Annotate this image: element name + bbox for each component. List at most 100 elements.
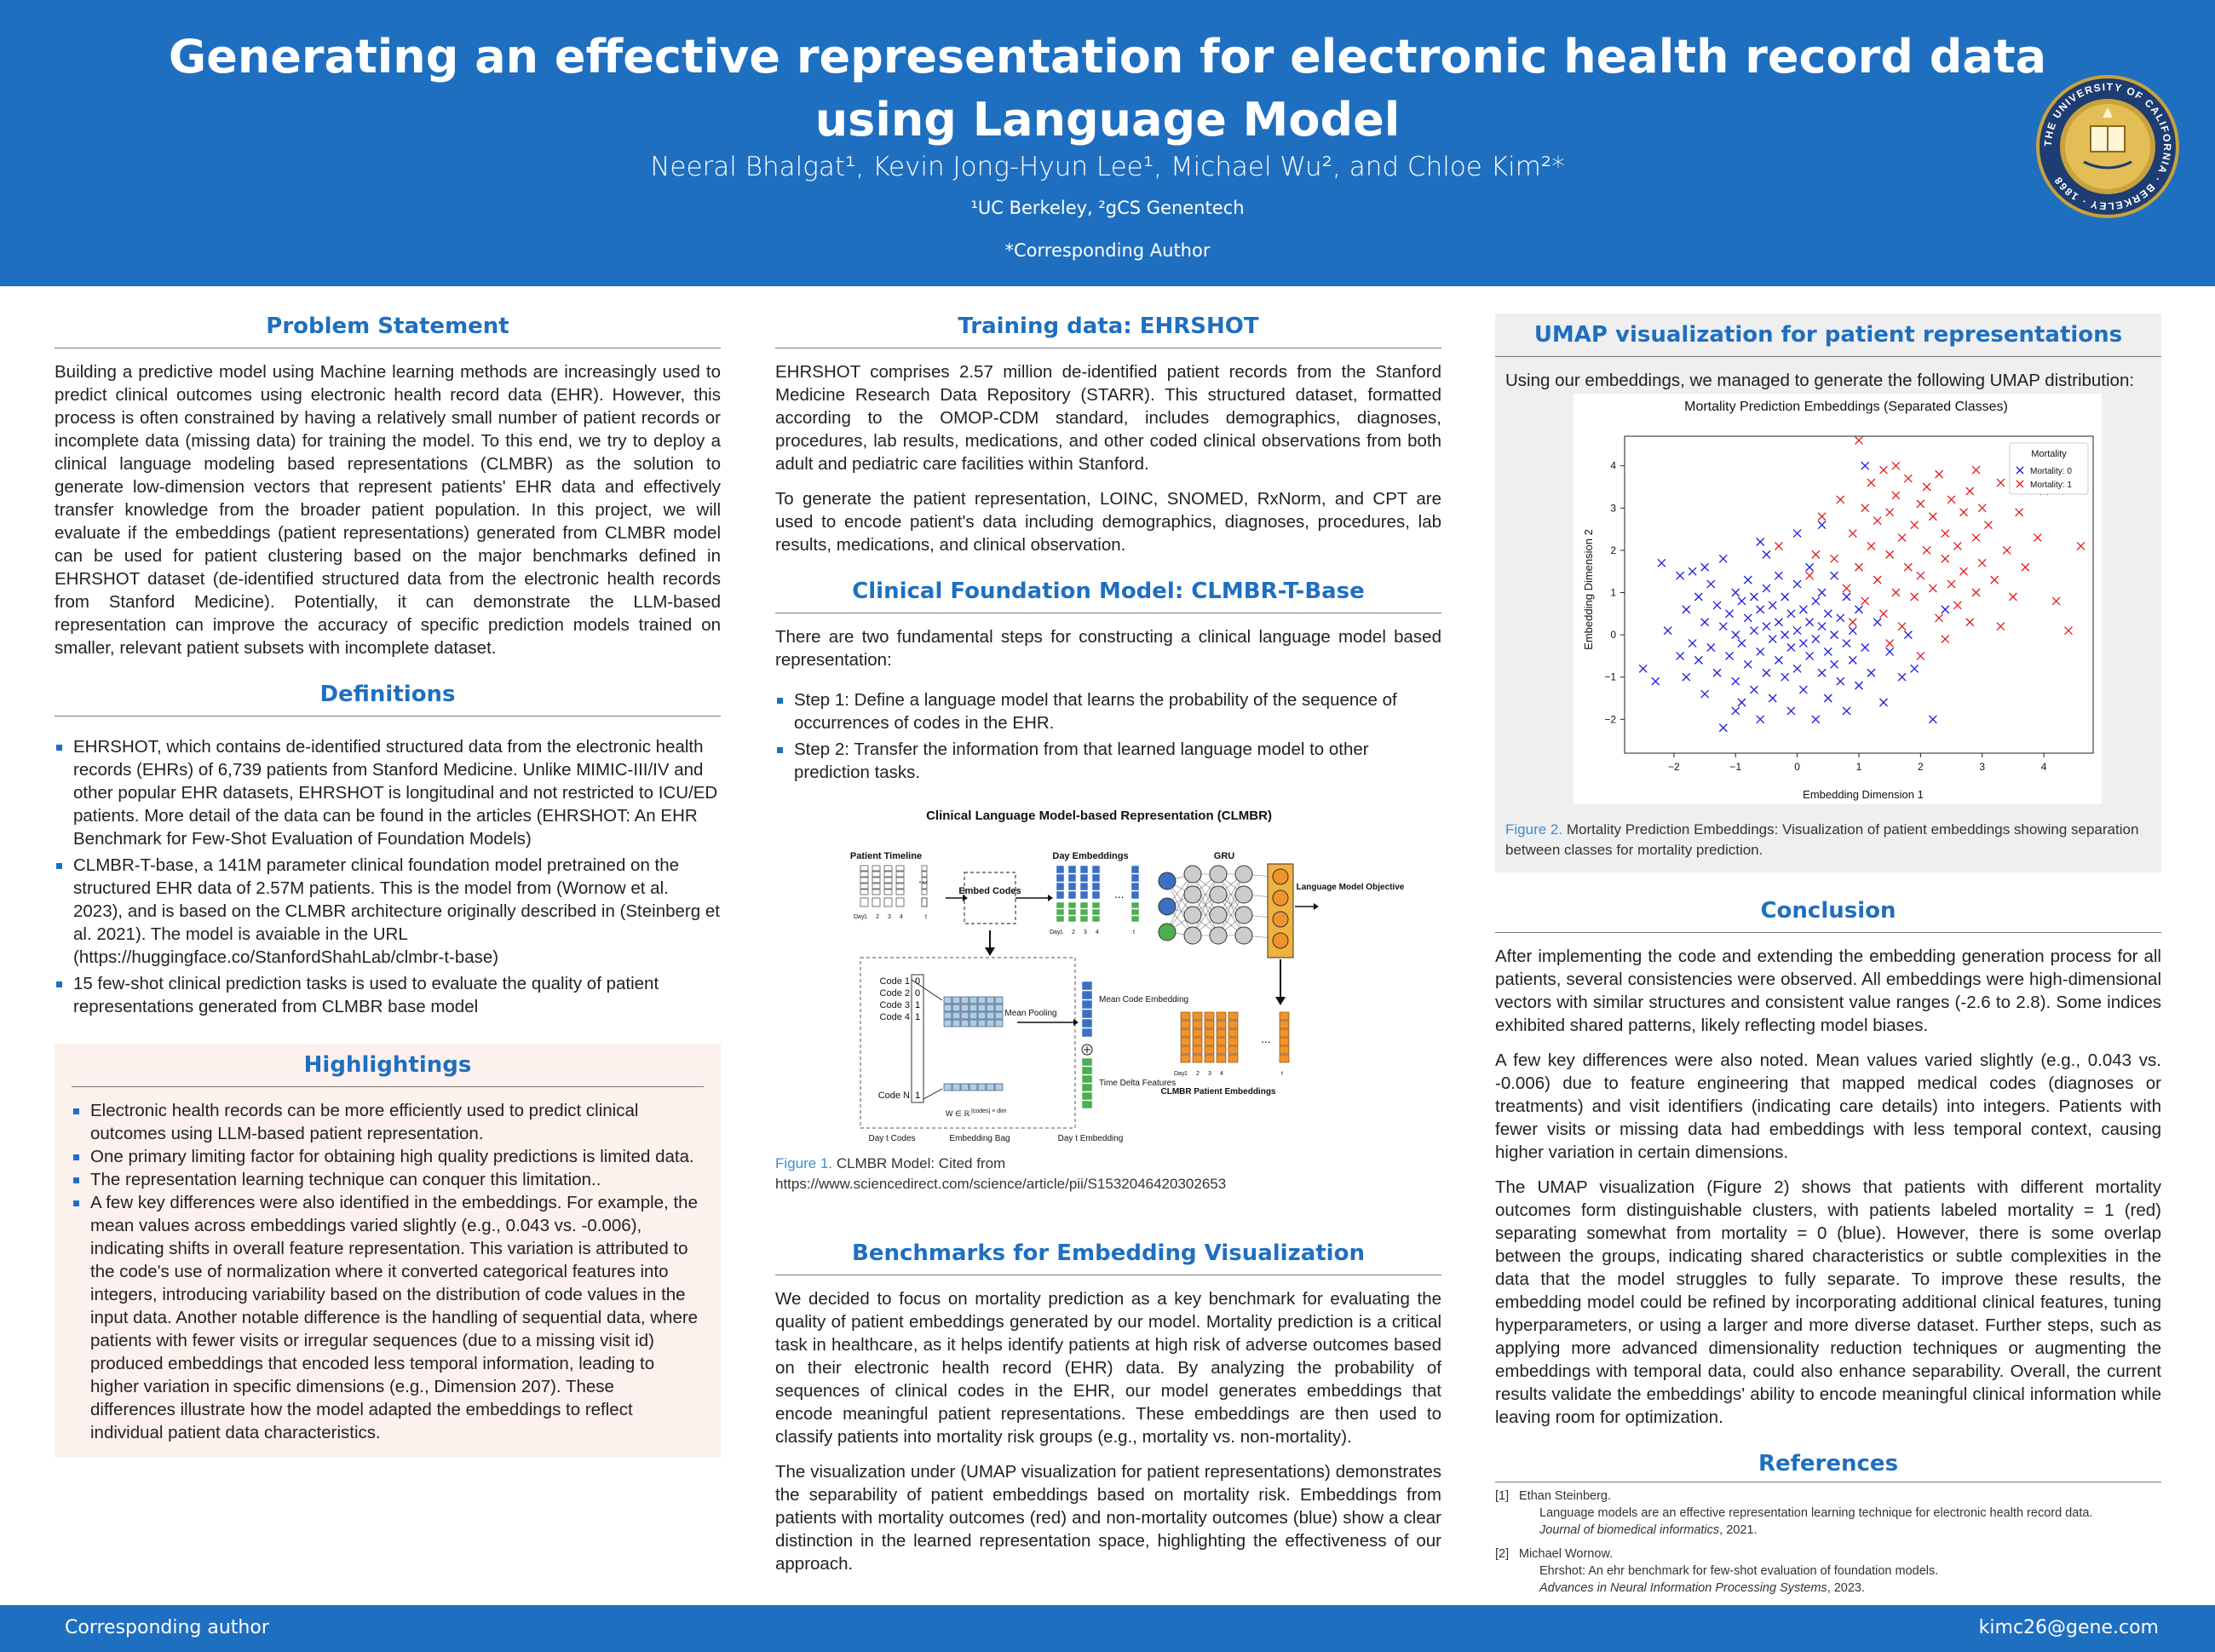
point-mortality-0 — [1682, 605, 1691, 614]
clmbr-output: Day 1 2 3 4 t ... CLMBR Patient Embeddings — [1160, 1011, 1290, 1097]
patient-embedding-cell — [1216, 1045, 1227, 1055]
point-mortality-0 — [1731, 706, 1740, 716]
embedding-bag-cell — [977, 1083, 987, 1091]
marker-stroke — [1885, 639, 1895, 648]
highlights-box: Highlightings Electronic health records … — [55, 1044, 721, 1458]
point-mortality-1 — [1984, 521, 1993, 530]
point-mortality-1 — [1947, 579, 1956, 589]
gru-edge — [1166, 880, 1194, 936]
marker-stroke — [1725, 609, 1734, 619]
connector-line — [923, 1088, 943, 1100]
patient-embedding-cell — [1192, 1011, 1203, 1021]
embedding-cell — [1079, 882, 1089, 891]
marker-stroke — [1891, 588, 1901, 597]
embedding-cell — [1056, 890, 1065, 900]
patient-embedding-cell — [1180, 1054, 1191, 1063]
marker-stroke — [1897, 622, 1907, 631]
patient-embedding-cell — [1204, 1045, 1215, 1055]
marker-stroke — [1756, 605, 1765, 614]
svg-text:...: ... — [1261, 1032, 1271, 1045]
point-mortality-1 — [1891, 588, 1901, 597]
embedding-cell — [1091, 908, 1101, 916]
marker-stroke — [1935, 469, 1944, 479]
marker-stroke — [1830, 659, 1839, 669]
list-item: Step 2: Transfer the information from th… — [775, 738, 1441, 784]
legend-marker — [2016, 480, 2024, 488]
point-mortality-0 — [1836, 613, 1845, 623]
point-mortality-1 — [1774, 542, 1783, 550]
embedding-bag-cell — [960, 1083, 969, 1091]
patient-embedding-cell — [1279, 1045, 1290, 1055]
y-tick-label: −1 — [1604, 671, 1616, 683]
marker-stroke — [1774, 542, 1783, 550]
column-left: Problem Statement Building a predictive … — [55, 314, 721, 1458]
point-mortality-0 — [1855, 681, 1863, 690]
marker-stroke — [1953, 601, 1962, 610]
embedding-cell — [1131, 915, 1140, 923]
marker-stroke — [1750, 685, 1758, 694]
patient-embedding-cell — [1192, 1020, 1203, 1029]
point-mortality-1 — [1848, 529, 1857, 538]
conclusion-p1: After implementing the code and extendin… — [1495, 947, 2161, 1035]
marker-stroke — [1688, 639, 1697, 648]
embedding-bag-cell — [977, 1011, 987, 1020]
marker-stroke — [1774, 655, 1783, 665]
embedding-bag-cell — [960, 1004, 969, 1012]
marker-stroke — [1688, 567, 1697, 576]
patient-embedding-cell — [1216, 1011, 1227, 1021]
marker-stroke — [1971, 465, 1981, 475]
point-mortality-0 — [1768, 635, 1777, 644]
bullet-icon — [73, 1200, 79, 1206]
embedding-bag-cell — [943, 1004, 952, 1012]
clmbr-embeddings-label: CLMBR Patient Embeddings — [1160, 1087, 1275, 1097]
point-mortality-0 — [1731, 676, 1740, 686]
marker-stroke — [1873, 516, 1882, 526]
marker-stroke — [1798, 605, 1808, 614]
point-mortality-0 — [1774, 618, 1783, 627]
marker-stroke — [1756, 648, 1765, 656]
y-tick-label: 3 — [1610, 502, 1616, 514]
marker-stroke — [1657, 558, 1666, 567]
gru-node — [1158, 923, 1177, 941]
point-mortality-1 — [1891, 491, 1901, 500]
embedding-cell — [1079, 873, 1089, 883]
marker-stroke — [1836, 495, 1845, 504]
embedding-cell — [1067, 882, 1077, 891]
embedding-cell — [1131, 865, 1140, 874]
marker-stroke — [1891, 461, 1901, 470]
embedding-cell — [1131, 901, 1140, 909]
marker-stroke — [1774, 618, 1783, 627]
timeline-cell — [860, 877, 869, 884]
patient-embedding-cell — [1204, 1028, 1215, 1038]
affiliations: ¹UC Berkeley, ²gCS Genentech — [970, 198, 1245, 218]
marker-stroke — [1781, 630, 1790, 640]
marker-stroke — [1941, 605, 1950, 614]
marker-stroke — [1897, 672, 1907, 682]
embedding-bag-cell — [969, 996, 978, 1004]
marker-stroke — [1682, 605, 1691, 614]
point-mortality-1 — [1891, 461, 1901, 470]
highlights-list: Electronic health records can be more ef… — [72, 1099, 704, 1444]
point-mortality-0 — [1694, 655, 1703, 665]
embedding-bag-cell — [986, 1019, 995, 1027]
marker-stroke — [1823, 648, 1832, 656]
point-mortality-0 — [1817, 521, 1827, 530]
marker-stroke — [1805, 571, 1815, 580]
patient-embedding-cell — [1180, 1020, 1191, 1029]
point-mortality-0 — [1805, 651, 1815, 660]
point-mortality-0 — [1750, 685, 1758, 694]
patient-embedding-cell — [1279, 1020, 1290, 1029]
umap-box: UMAP visualization for patient represent… — [1495, 314, 2161, 872]
code-value: 1 — [915, 1000, 920, 1010]
point-mortality-1 — [1947, 495, 1956, 504]
marker-stroke — [1651, 676, 1660, 686]
footer-email[interactable]: kimc26@gene.com — [1978, 1617, 2159, 1638]
problem-statement-title: Problem Statement — [55, 314, 721, 348]
gru-node — [1183, 865, 1202, 884]
embedding-cell — [1056, 901, 1065, 909]
embedding-bag-cell — [986, 1083, 995, 1091]
timeline-cell — [883, 865, 893, 872]
point-mortality-0 — [1861, 461, 1870, 470]
embedding-cell — [1067, 901, 1077, 909]
point-mortality-1 — [1977, 504, 1987, 513]
